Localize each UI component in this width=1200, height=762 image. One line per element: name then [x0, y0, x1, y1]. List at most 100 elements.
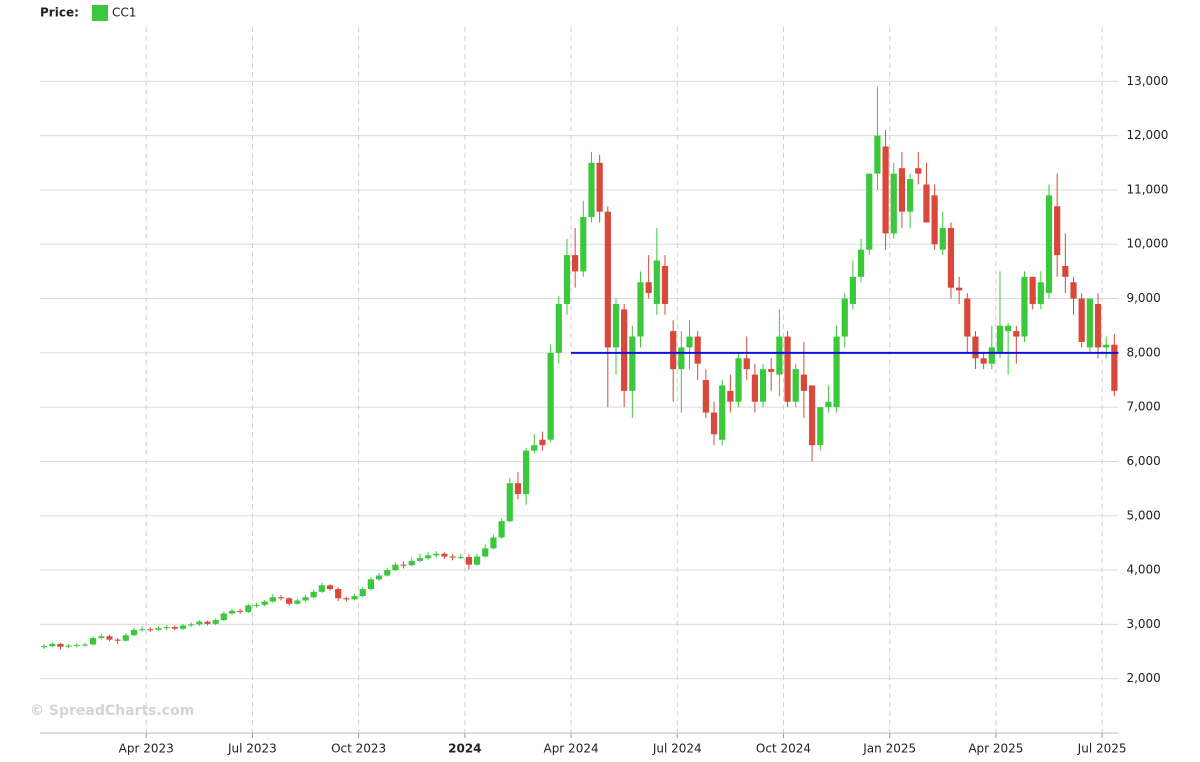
candle-body: [866, 173, 873, 250]
candle-body: [139, 629, 146, 631]
candle-body: [498, 521, 505, 538]
candle-body: [629, 336, 636, 391]
candle-body: [147, 629, 154, 631]
candle-body: [1021, 276, 1028, 337]
candle-body: [743, 358, 750, 370]
candle-body: [915, 168, 922, 174]
candle-body: [163, 627, 170, 629]
candle-body: [318, 585, 325, 592]
candle-body: [580, 217, 587, 272]
candle-body: [408, 560, 415, 566]
y-tick-label: 7,000: [1126, 400, 1160, 414]
candle-body: [972, 336, 979, 359]
candle-body: [237, 610, 244, 612]
candle-body: [653, 260, 660, 304]
candle-body: [645, 282, 652, 294]
candle-body: [841, 298, 848, 337]
candle-body: [1013, 331, 1020, 337]
candle-body: [939, 227, 946, 250]
candle-body: [392, 564, 399, 571]
candle-body: [98, 636, 105, 638]
x-tick-label: Apr 2024: [543, 742, 598, 756]
candle-body: [588, 162, 595, 218]
candle-body: [523, 450, 530, 495]
candle-body: [751, 374, 758, 402]
candle-body: [457, 557, 464, 559]
candle-body: [849, 276, 857, 304]
y-tick-label: 13,000: [1126, 74, 1168, 88]
x-tick-label: Jul 2025: [1077, 742, 1127, 756]
candle-body: [465, 557, 473, 565]
candle-body: [996, 325, 1004, 353]
candle-body: [277, 597, 285, 599]
candle-body: [678, 347, 685, 370]
candle-body: [563, 255, 571, 304]
candle-body: [1070, 282, 1077, 299]
candle-body: [1103, 344, 1110, 348]
candle-body: [155, 628, 162, 630]
y-tick-label: 11,000: [1126, 182, 1168, 196]
candle-body: [359, 589, 366, 597]
candle-body: [114, 639, 121, 641]
candle-body: [956, 287, 963, 291]
candle-body: [539, 439, 546, 446]
candle-body: [898, 168, 906, 212]
candle-body: [335, 589, 342, 599]
candle-body: [367, 579, 374, 590]
x-tick-label: Apr 2025: [968, 742, 1023, 756]
y-tick-label: 10,000: [1126, 237, 1168, 251]
candle-body: [416, 558, 424, 561]
candle-body: [596, 162, 603, 212]
candle-body: [531, 445, 538, 451]
candle-body: [1062, 265, 1069, 277]
y-tick-label: 6,000: [1126, 454, 1160, 468]
candle-body: [702, 380, 709, 413]
candle-body: [988, 347, 995, 364]
candle-body: [964, 298, 971, 337]
x-tick-label: Jul 2023: [227, 742, 277, 756]
candle-body: [1005, 325, 1012, 332]
legend-label: CC1: [112, 6, 136, 20]
candle-body: [1078, 298, 1085, 342]
candle-body: [759, 369, 767, 402]
candle-body: [482, 548, 489, 557]
candle-body: [817, 407, 824, 446]
candle-body: [449, 556, 456, 558]
candle-body: [245, 605, 252, 612]
candle-body: [490, 537, 497, 549]
candle-body: [776, 336, 783, 375]
candle-body: [473, 556, 481, 565]
candle-body: [686, 336, 693, 348]
candle-body: [57, 643, 64, 647]
candle-body: [907, 179, 914, 212]
candle-body: [784, 336, 791, 402]
candle-body: [90, 637, 97, 645]
x-tick-label: Apr 2023: [119, 742, 174, 756]
candle-body: [188, 624, 195, 626]
candle-body: [196, 621, 203, 625]
candle-body: [286, 598, 293, 604]
legend-swatch: [92, 5, 108, 21]
candle-body: [261, 601, 268, 605]
candle-body: [40, 646, 48, 648]
watermark: © SpreadCharts.com: [30, 703, 194, 719]
candle-body: [727, 390, 734, 402]
candle-body: [947, 227, 955, 288]
candle-body: [694, 336, 701, 364]
candle-body: [825, 401, 832, 408]
y-tick-label: 3,000: [1126, 617, 1160, 631]
candle-body: [179, 625, 187, 629]
candle-body: [81, 644, 89, 646]
candle-body: [351, 596, 358, 600]
candle-body: [719, 385, 726, 440]
candle-body: [1045, 195, 1053, 294]
y-tick-label: 2,000: [1126, 671, 1160, 685]
candle-body: [269, 597, 276, 602]
candle-body: [326, 585, 334, 590]
candle-body: [931, 195, 938, 245]
candle-body: [400, 564, 407, 566]
candle-body: [220, 613, 227, 621]
candle-body: [612, 303, 620, 348]
candle-body: [212, 620, 219, 624]
candle-body: [73, 645, 80, 647]
